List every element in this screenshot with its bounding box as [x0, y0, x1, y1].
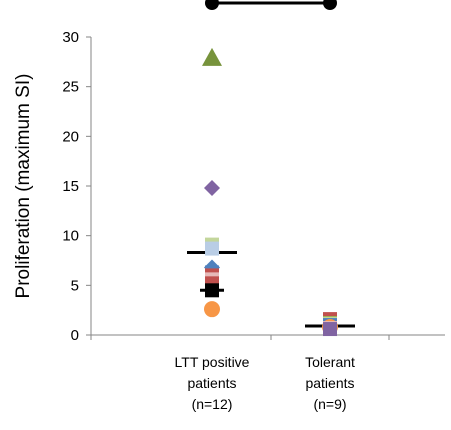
x-category-labels: LTT positive patients (n=12) Tolerant patien…: [175, 354, 355, 412]
significance-bracket: [205, 0, 337, 10]
data-point-square: [323, 322, 337, 337]
bracket-end-left: [205, 0, 219, 10]
x-category-label: (n=12): [192, 396, 233, 412]
data-point-triangle: [202, 47, 222, 66]
y-axis-title: Proliferation (maximum SI): [13, 74, 34, 299]
y-tick-label: 30: [62, 29, 79, 46]
data-points: [202, 47, 338, 337]
y-tick-label: 15: [62, 178, 79, 195]
y-tick-label: 10: [62, 228, 79, 245]
data-point-square: [205, 283, 219, 298]
x-category-label: patients: [187, 375, 236, 391]
y-tick-label: 5: [71, 277, 79, 294]
data-point-square: [205, 241, 219, 256]
x-category-label: Tolerant: [305, 354, 355, 370]
y-tick-label: 20: [62, 128, 79, 145]
x-category-label: (n=9): [313, 396, 346, 412]
axes: [90, 37, 445, 340]
x-category-label: LTT positive: [175, 354, 250, 370]
x-category-label: patients: [305, 375, 354, 391]
y-tick-label: 25: [62, 79, 79, 96]
y-tick-label: 0: [71, 327, 79, 344]
bracket-end-right: [323, 0, 337, 10]
data-point-diamond: [204, 179, 220, 196]
y-ticks: 0 5 10 15 20 25 30: [62, 29, 91, 344]
data-point-circle: [204, 301, 220, 318]
